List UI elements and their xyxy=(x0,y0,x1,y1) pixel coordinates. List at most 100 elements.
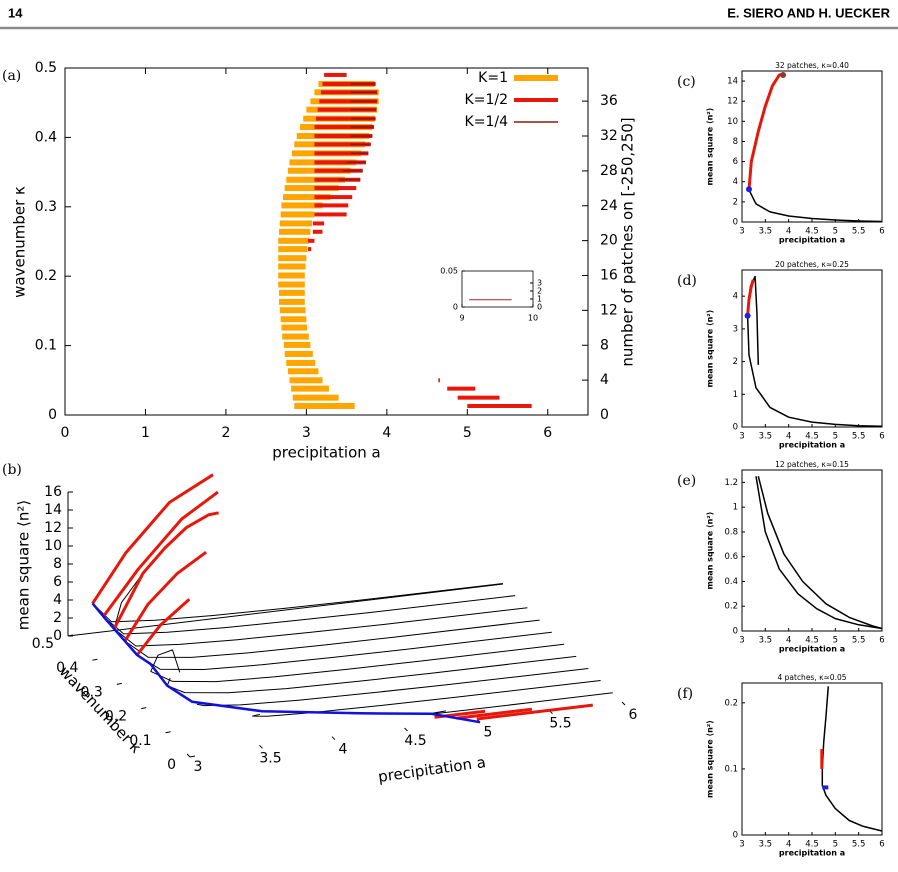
x-tick-label: 4.5 xyxy=(404,733,426,749)
y-tick-label: 4 xyxy=(733,177,738,187)
y2-tick-label: 36 xyxy=(600,93,618,109)
plot-frame xyxy=(741,269,883,428)
y2-tick-label: 3 xyxy=(537,279,542,288)
range-bar xyxy=(294,402,355,409)
y2-tick-label: 8 xyxy=(600,337,609,353)
y2-tick-label: 1 xyxy=(537,295,542,304)
x-tick-label: 5 xyxy=(833,840,838,850)
range-bar xyxy=(284,350,313,357)
range-bar xyxy=(350,117,376,120)
x-tick-label: 5.5 xyxy=(852,432,866,442)
tick-mark xyxy=(621,701,626,706)
range-bar xyxy=(281,324,308,331)
legend-label: K=1 xyxy=(478,70,508,86)
y-tick-label: 0.5 xyxy=(32,636,54,652)
y-axis-label: mean square ⟨n²⟩ xyxy=(706,310,715,388)
range-bar xyxy=(278,272,305,279)
y-axis-label: mean square ⟨n²⟩ xyxy=(706,108,715,186)
x-tick-label: 3.5 xyxy=(759,840,773,850)
range-bar xyxy=(314,177,361,182)
panel-label: (e) xyxy=(677,473,696,489)
y2-tick-label: 28 xyxy=(600,163,618,179)
range-bar xyxy=(342,169,363,172)
x-tick-label: 3 xyxy=(739,840,744,850)
y-tick-label: 0 xyxy=(733,423,738,433)
branch-curve xyxy=(113,512,528,647)
x-tick-label: 4 xyxy=(786,432,791,442)
range-bar xyxy=(286,359,316,366)
branch-curve xyxy=(196,668,589,707)
x-tick-label: 6 xyxy=(879,432,884,442)
page-number: 14 xyxy=(8,5,23,20)
y2-tick-label: 0 xyxy=(537,303,542,312)
y-tick-label: 0 xyxy=(453,303,458,312)
x-tick-label: 9 xyxy=(459,314,464,323)
x-axis-label: precipitation a xyxy=(779,645,845,654)
point-marker xyxy=(744,312,751,319)
range-bar xyxy=(278,237,309,244)
range-bar xyxy=(447,386,476,391)
range-bar xyxy=(314,134,373,139)
y-tick-label: 0 xyxy=(733,627,738,637)
y-axis-label: wavenumber κ xyxy=(56,663,145,757)
tick-mark xyxy=(116,682,122,685)
y-tick-label: 0.4 xyxy=(56,660,78,676)
branch-curve xyxy=(476,703,593,721)
x-axis-label: precipitation a xyxy=(779,236,845,245)
x-tick-label: 4.5 xyxy=(805,636,819,646)
range-bar xyxy=(280,316,307,323)
legend-label: K=1/4 xyxy=(465,114,509,130)
range-bar xyxy=(284,185,339,192)
tick-mark xyxy=(165,731,171,734)
y-tick-label: 6 xyxy=(733,157,738,167)
branch-curve xyxy=(123,550,207,642)
y2-tick-label: 20 xyxy=(600,233,618,249)
panel-label: (a) xyxy=(2,68,21,84)
range-bar xyxy=(289,377,323,384)
branch-curve xyxy=(821,686,883,832)
panel-label: (f) xyxy=(677,686,693,702)
tick-mark xyxy=(186,753,191,758)
y-tick-label: 14 xyxy=(727,77,738,87)
x-tick-label: 4.5 xyxy=(805,432,819,442)
range-bar xyxy=(283,194,331,201)
x-tick-label: 3.5 xyxy=(759,227,773,237)
range-bar xyxy=(324,72,347,77)
back-floor-edge xyxy=(67,583,504,637)
x-tick-label: 5 xyxy=(833,227,838,237)
branch-curve xyxy=(102,491,516,635)
range-bar xyxy=(314,124,374,129)
x-tick-label: 6 xyxy=(879,636,884,646)
branch-curve xyxy=(252,680,601,717)
range-bar xyxy=(317,107,377,112)
range-bar xyxy=(322,81,376,86)
y2-tick-label: 16 xyxy=(600,268,618,284)
tick-mark xyxy=(67,634,74,637)
chart-title: 12 patches, κ≈0.15 xyxy=(775,460,849,469)
y-tick-label: 0 xyxy=(48,407,57,423)
range-bar xyxy=(278,255,307,262)
z-tick-label: 8 xyxy=(53,556,62,572)
x-tick-label: 5 xyxy=(833,636,838,646)
branch-curve xyxy=(755,476,883,630)
range-bar xyxy=(279,307,306,314)
range-bar xyxy=(283,341,311,348)
branch-curve xyxy=(136,598,552,670)
panel-label: (c) xyxy=(677,74,696,90)
range-bar xyxy=(314,142,371,147)
range-bar xyxy=(314,203,349,208)
range-bar xyxy=(350,108,377,111)
range-bar xyxy=(438,378,440,383)
x-tick-label: 5.5 xyxy=(852,636,866,646)
y-tick-label: 10 xyxy=(727,117,738,127)
y-tick-label: 0.2 xyxy=(35,268,57,284)
y-tick-label: 8 xyxy=(733,137,738,147)
range-bar xyxy=(350,143,371,146)
x-tick-label: 5.5 xyxy=(852,227,866,237)
x-tick-label: 6 xyxy=(879,227,884,237)
x-tick-label: 10 xyxy=(528,314,538,323)
x-tick-label: 5.5 xyxy=(852,840,866,850)
point-marker xyxy=(780,72,787,79)
tick-mark xyxy=(404,727,408,732)
panel-label: (b) xyxy=(2,462,22,478)
